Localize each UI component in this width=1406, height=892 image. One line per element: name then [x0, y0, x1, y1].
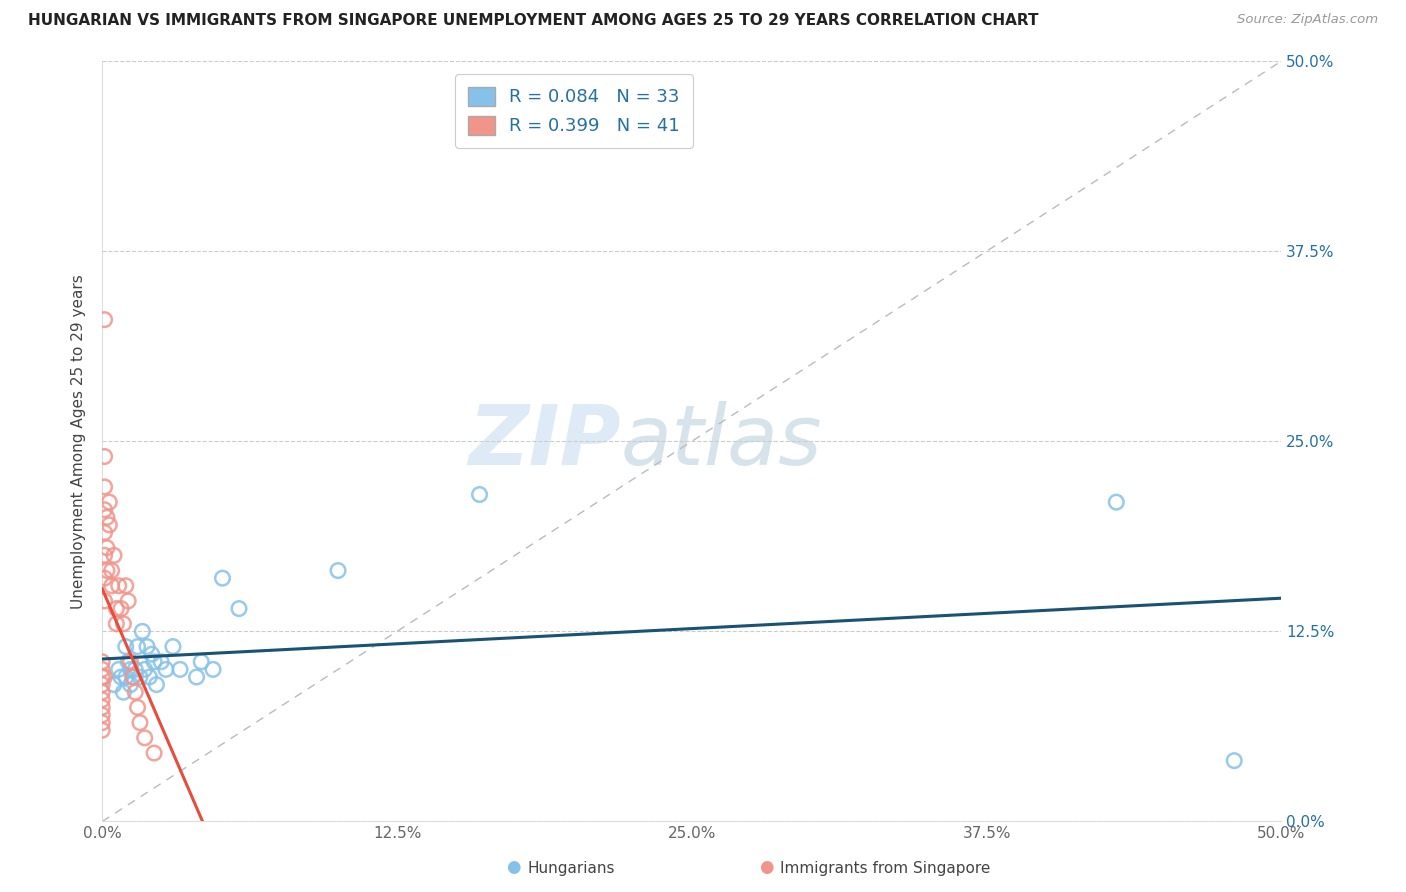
Point	[91, 662, 114, 676]
Point	[124, 685, 146, 699]
Point	[129, 670, 152, 684]
Point	[190, 655, 212, 669]
Point	[141, 647, 163, 661]
Point	[107, 579, 129, 593]
Point	[127, 700, 149, 714]
Point	[120, 655, 142, 669]
Point	[93, 571, 115, 585]
Point	[112, 685, 135, 699]
Point	[98, 495, 121, 509]
Point	[93, 312, 115, 326]
Point	[93, 450, 115, 464]
Legend: R = 0.084   N = 33, R = 0.399   N = 41: R = 0.084 N = 33, R = 0.399 N = 41	[456, 74, 693, 148]
Point	[138, 670, 160, 684]
Point	[468, 487, 491, 501]
Point	[143, 655, 166, 669]
Point	[112, 616, 135, 631]
Point	[145, 677, 167, 691]
Point	[105, 601, 128, 615]
Point	[93, 480, 115, 494]
Point	[117, 655, 139, 669]
Point	[93, 670, 115, 684]
Point	[120, 677, 142, 691]
Point	[96, 510, 118, 524]
Point	[110, 670, 132, 684]
Text: HUNGARIAN VS IMMIGRANTS FROM SINGAPORE UNEMPLOYMENT AMONG AGES 25 TO 29 YEARS CO: HUNGARIAN VS IMMIGRANTS FROM SINGAPORE U…	[28, 13, 1039, 29]
Text: atlas: atlas	[621, 401, 823, 482]
Point	[91, 670, 114, 684]
Point	[98, 517, 121, 532]
Point	[120, 662, 142, 676]
Point	[228, 601, 250, 615]
Point	[162, 640, 184, 654]
Point	[143, 746, 166, 760]
Point	[114, 670, 136, 684]
Point	[91, 693, 114, 707]
Point	[91, 677, 114, 691]
Point	[155, 662, 177, 676]
Point	[326, 564, 349, 578]
Point	[105, 616, 128, 631]
Text: ●: ●	[506, 858, 520, 876]
Text: ●: ●	[759, 858, 773, 876]
Point	[91, 685, 114, 699]
Point	[91, 723, 114, 738]
Text: ZIP: ZIP	[468, 401, 621, 482]
Point	[122, 670, 145, 684]
Point	[202, 662, 225, 676]
Point	[103, 549, 125, 563]
Point	[114, 579, 136, 593]
Point	[114, 640, 136, 654]
Point	[127, 640, 149, 654]
Point	[186, 670, 208, 684]
Text: Hungarians: Hungarians	[527, 861, 614, 876]
Point	[93, 594, 115, 608]
Point	[91, 655, 114, 669]
Point	[110, 601, 132, 615]
Text: Source: ZipAtlas.com: Source: ZipAtlas.com	[1237, 13, 1378, 27]
Point	[117, 594, 139, 608]
Point	[96, 564, 118, 578]
Point	[122, 670, 145, 684]
Point	[211, 571, 233, 585]
Point	[103, 677, 125, 691]
Point	[100, 579, 122, 593]
Point	[1105, 495, 1128, 509]
Point	[136, 640, 159, 654]
Point	[93, 549, 115, 563]
Point	[107, 662, 129, 676]
Point	[93, 502, 115, 516]
Point	[96, 541, 118, 555]
Point	[131, 624, 153, 639]
Point	[1223, 754, 1246, 768]
Point	[100, 564, 122, 578]
Point	[150, 655, 173, 669]
Point	[134, 731, 156, 745]
Text: Immigrants from Singapore: Immigrants from Singapore	[780, 861, 991, 876]
Point	[93, 525, 115, 540]
Point	[91, 700, 114, 714]
Point	[129, 715, 152, 730]
Point	[124, 662, 146, 676]
Point	[134, 662, 156, 676]
Point	[169, 662, 191, 676]
Y-axis label: Unemployment Among Ages 25 to 29 years: Unemployment Among Ages 25 to 29 years	[72, 274, 86, 608]
Point	[91, 715, 114, 730]
Point	[91, 708, 114, 723]
